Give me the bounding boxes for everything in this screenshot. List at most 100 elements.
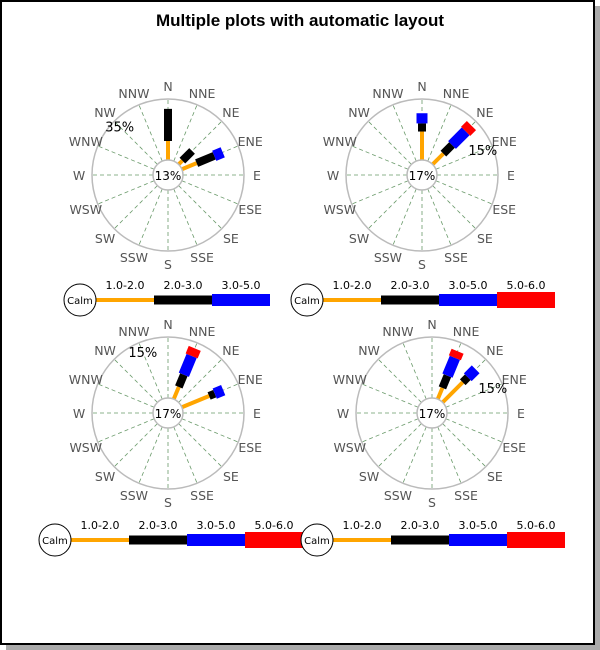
legend: 1.0-2.0 2.0-3.0 3.0-5.0 5.0-6.0 Calm	[38, 519, 303, 557]
direction-label-sse: SSE	[190, 488, 214, 503]
direction-label-se: SE	[223, 231, 239, 246]
direction-label-wsw: WSW	[69, 440, 102, 455]
outer-circle	[91, 98, 245, 252]
outer-circle	[91, 336, 245, 490]
bar-nne-range-4	[185, 345, 201, 359]
legend-calm-label: Calm	[294, 296, 320, 307]
bar-ne-range-1	[441, 380, 465, 404]
scale-label: 15%	[478, 382, 507, 397]
spoke-sw	[377, 423, 422, 468]
direction-label-nnw: NNW	[382, 324, 413, 339]
direction-label-nnw: NNW	[372, 86, 403, 101]
spoke-nw	[377, 358, 422, 403]
direction-label-wsw: WSW	[333, 440, 366, 455]
spoke-sw	[113, 423, 158, 468]
direction-label-se: SE	[477, 231, 493, 246]
direction-label-nw: NW	[348, 105, 370, 120]
spoke-nnw	[402, 342, 427, 400]
legend-calm-circle	[300, 523, 334, 557]
direction-label-e: E	[253, 406, 261, 421]
scale-label: 35%	[105, 121, 134, 136]
spoke-wsw	[97, 180, 155, 205]
direction-label-nw: NW	[358, 343, 380, 358]
spoke-wnw	[97, 145, 155, 170]
spoke-nnw	[138, 104, 163, 162]
calm-circle	[152, 397, 184, 429]
legend-label: 3.0-5.0	[197, 519, 236, 532]
spoke-ese	[445, 418, 503, 443]
direction-label-ese: ESE	[238, 202, 262, 217]
direction-label-wsw: WSW	[69, 202, 102, 217]
bar-ne-range-1	[431, 152, 445, 166]
bar-nne-range-1	[171, 386, 181, 400]
bar-ne-range-2	[440, 142, 455, 157]
calm-circle	[406, 159, 438, 191]
outer-circle	[345, 98, 499, 252]
direction-label-sse: SSE	[444, 250, 468, 265]
spoke-ssw	[138, 426, 163, 484]
calm-percent: 17%	[409, 169, 436, 183]
legend-label: 1.0-2.0	[81, 519, 120, 532]
legend-calm-label: Calm	[304, 536, 330, 547]
spoke-wsw	[97, 418, 155, 443]
bar-nne-range-2	[175, 373, 188, 389]
direction-label-ese: ESE	[492, 202, 516, 217]
direction-label-ne: NE	[486, 343, 503, 358]
bar-ene-range-3	[212, 385, 226, 399]
legend: 1.0-2.0 2.0-3.0 3.0-5.0 5.0-6.0 Calm	[300, 519, 565, 557]
spoke-se	[432, 185, 477, 230]
direction-label-sw: SW	[359, 469, 379, 484]
direction-label-wsw: WSW	[323, 202, 356, 217]
spoke-sw	[367, 185, 412, 230]
direction-label-ssw: SSW	[384, 488, 412, 503]
direction-label-n: N	[427, 317, 436, 332]
spoke-ese	[435, 180, 493, 205]
direction-label-n: N	[417, 79, 426, 94]
direction-label-ene: ENE	[238, 134, 263, 149]
direction-label-s: S	[164, 257, 172, 272]
bar-ne-range-3	[463, 365, 480, 382]
bar-ne-range-3	[448, 127, 470, 149]
direction-label-nnw: NNW	[118, 324, 149, 339]
direction-label-ssw: SSW	[374, 250, 402, 265]
spoke-sse	[173, 188, 198, 246]
spoke-ene	[435, 145, 493, 170]
direction-label-n: N	[163, 79, 172, 94]
legend-calm-circle	[290, 283, 324, 317]
direction-label-w: W	[337, 406, 349, 421]
spoke-sse	[437, 426, 462, 484]
bar-ne-range-1	[177, 159, 184, 166]
spoke-ssw	[138, 188, 163, 246]
bar-ene-range-1	[181, 161, 198, 172]
direction-label-ne: NE	[222, 343, 239, 358]
bar-ene-range-2	[207, 389, 217, 400]
spoke-wnw	[97, 383, 155, 408]
direction-label-nne: NNE	[443, 86, 470, 101]
legend-label: 1.0-2.0	[343, 519, 382, 532]
spoke-sse	[427, 188, 452, 246]
calm-circle	[152, 159, 184, 191]
bar-ene-range-3	[212, 147, 225, 161]
spoke-nnw	[392, 104, 417, 162]
direction-label-wnw: WNW	[333, 372, 367, 387]
direction-label-e: E	[507, 168, 515, 183]
spoke-sse	[173, 426, 198, 484]
direction-label-sw: SW	[95, 231, 115, 246]
direction-label-s: S	[428, 495, 436, 510]
direction-label-ese: ESE	[502, 440, 526, 455]
direction-label-w: W	[73, 406, 85, 421]
spoke-wnw	[351, 145, 409, 170]
legend: 1.0-2.0 2.0-3.0 3.0-5.0 Calm	[63, 279, 270, 317]
spoke-sw	[113, 185, 158, 230]
direction-label-nnw: NNW	[118, 86, 149, 101]
direction-label-nne: NNE	[189, 86, 216, 101]
direction-label-ne: NE	[222, 105, 239, 120]
chart-title: Multiple plots with automatic layout	[156, 11, 444, 30]
spoke-nw	[113, 358, 158, 403]
spoke-nne	[173, 104, 198, 162]
scale-label: 15%	[468, 144, 497, 159]
